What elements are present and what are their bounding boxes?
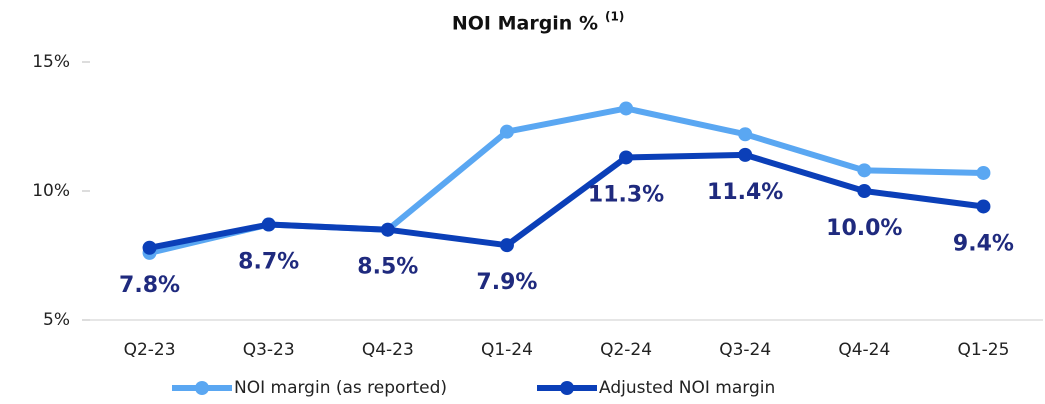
x-tick-label: Q3-24 <box>719 340 771 360</box>
x-tick-label: Q2-24 <box>600 340 652 360</box>
x-tick-label: Q1-25 <box>957 340 1009 360</box>
point <box>619 101 634 116</box>
point <box>499 238 514 253</box>
point <box>499 124 514 139</box>
point <box>857 184 872 198</box>
point <box>976 199 991 214</box>
y-tick-label: 5% <box>43 310 70 330</box>
value-label: 8.7% <box>238 250 299 275</box>
value-label: 8.5% <box>357 255 418 280</box>
value-label: 11.4% <box>707 180 783 205</box>
legend-dot <box>195 381 209 395</box>
point <box>142 240 157 255</box>
x-tick-label: Q4-24 <box>838 340 890 360</box>
value-label: 7.8% <box>119 273 180 298</box>
value-label: 9.4% <box>953 231 1014 256</box>
legend-label: Adjusted NOI margin <box>599 378 775 398</box>
y-tick-label: 15% <box>32 52 70 72</box>
point <box>738 147 753 162</box>
x-tick-label: Q3-23 <box>243 340 295 360</box>
legend-dot <box>560 381 574 395</box>
x-tick-label: Q1-24 <box>481 340 533 360</box>
series-line <box>148 151 984 251</box>
point <box>619 150 634 165</box>
point <box>380 222 395 237</box>
title-note: (1) <box>605 10 624 24</box>
chart-title: NOI Margin % <box>452 13 598 35</box>
y-tick-label: 10% <box>32 181 70 201</box>
value-label: 10.0% <box>826 216 902 241</box>
point <box>857 163 872 178</box>
value-label: 7.9% <box>476 270 537 295</box>
x-tick-label: Q4-23 <box>362 340 414 360</box>
value-label: 11.3% <box>588 182 664 207</box>
legend-label: NOI margin (as reported) <box>234 378 447 398</box>
x-tick-label: Q2-23 <box>124 340 176 360</box>
point <box>976 165 991 180</box>
point <box>261 217 276 232</box>
point <box>738 127 753 142</box>
